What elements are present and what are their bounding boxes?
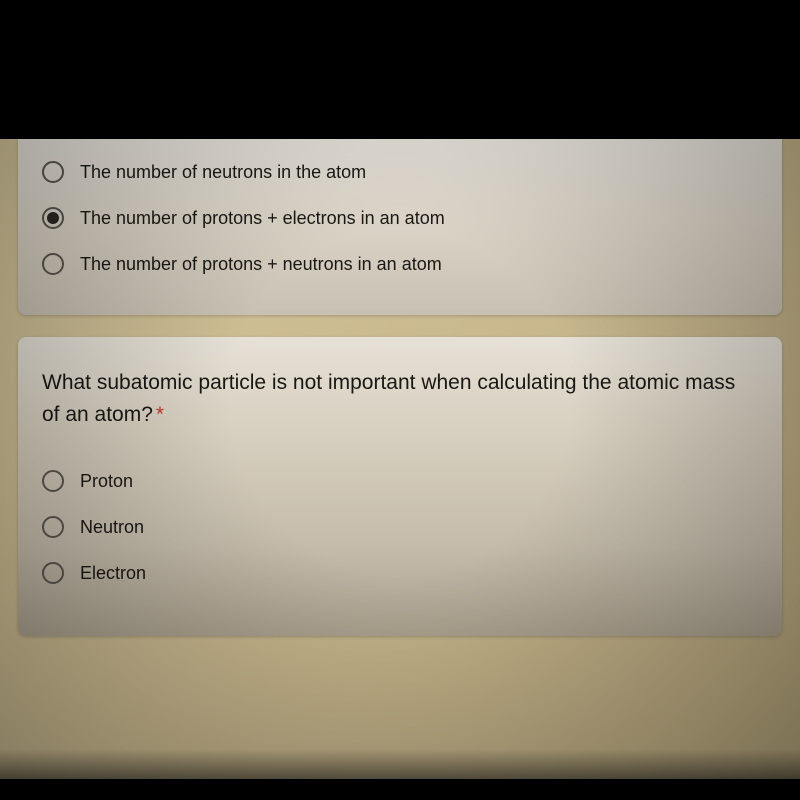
option-label: Electron xyxy=(80,563,146,584)
option-row-neutrons[interactable]: The number of neutrons in the atom xyxy=(42,149,758,195)
bottom-shadow xyxy=(0,749,800,779)
form-background: The number of neutrons in the atom The n… xyxy=(0,139,800,779)
radio-dot-icon xyxy=(47,212,59,224)
option-row-protons-neutrons[interactable]: The number of protons + neutrons in an a… xyxy=(42,241,758,287)
radio-unselected-icon xyxy=(42,562,64,584)
radio-unselected-icon xyxy=(42,161,64,183)
question-prompt: What subatomic particle is not important… xyxy=(42,367,758,430)
radio-unselected-icon xyxy=(42,253,64,275)
option-row-protons-electrons[interactable]: The number of protons + electrons in an … xyxy=(42,195,758,241)
option-row-neutron[interactable]: Neutron xyxy=(42,504,758,550)
question-card-2: What subatomic particle is not important… xyxy=(18,337,782,636)
question-card-1: The number of neutrons in the atom The n… xyxy=(18,139,782,315)
question-prompt-text: What subatomic particle is not important… xyxy=(42,371,735,426)
option-row-proton[interactable]: Proton xyxy=(42,458,758,504)
option-label: The number of protons + electrons in an … xyxy=(80,208,445,229)
option-row-electron[interactable]: Electron xyxy=(42,550,758,596)
option-label: Neutron xyxy=(80,517,144,538)
option-label: Proton xyxy=(80,471,133,492)
option-label: The number of protons + neutrons in an a… xyxy=(80,254,442,275)
radio-unselected-icon xyxy=(42,516,64,538)
option-label: The number of neutrons in the atom xyxy=(80,162,366,183)
required-marker: * xyxy=(156,403,164,426)
radio-unselected-icon xyxy=(42,470,64,492)
radio-selected-icon xyxy=(42,207,64,229)
